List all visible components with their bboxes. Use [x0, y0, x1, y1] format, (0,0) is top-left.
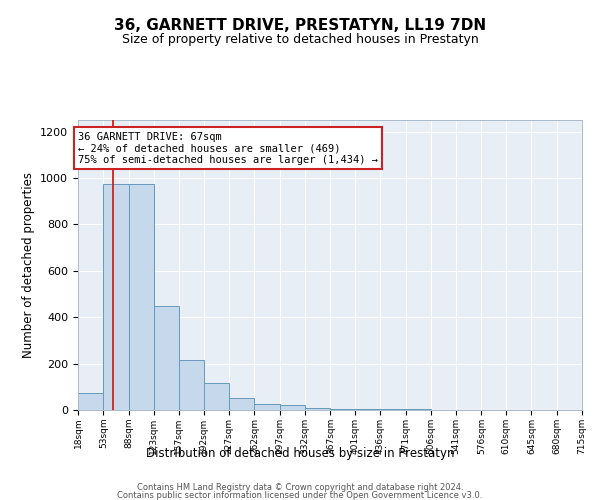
Text: Distribution of detached houses by size in Prestatyn: Distribution of detached houses by size … — [146, 448, 454, 460]
Bar — [280, 406, 305, 410]
Bar — [154, 306, 179, 410]
Text: Contains HM Land Registry data © Crown copyright and database right 2024.: Contains HM Land Registry data © Crown c… — [137, 482, 463, 492]
Bar — [229, 398, 254, 410]
Bar — [331, 409, 355, 410]
Text: Contains public sector information licensed under the Open Government Licence v3: Contains public sector information licen… — [118, 491, 482, 500]
Y-axis label: Number of detached properties: Number of detached properties — [22, 172, 35, 358]
Text: Size of property relative to detached houses in Prestatyn: Size of property relative to detached ho… — [122, 32, 478, 46]
Text: 36, GARNETT DRIVE, PRESTATYN, LL19 7DN: 36, GARNETT DRIVE, PRESTATYN, LL19 7DN — [114, 18, 486, 32]
Bar — [204, 384, 229, 410]
Bar — [179, 360, 204, 410]
Bar — [254, 404, 280, 410]
Bar — [103, 184, 128, 410]
Bar — [380, 409, 406, 410]
Bar — [128, 184, 154, 410]
Bar — [78, 392, 103, 410]
Text: 36 GARNETT DRIVE: 67sqm
← 24% of detached houses are smaller (469)
75% of semi-d: 36 GARNETT DRIVE: 67sqm ← 24% of detache… — [78, 132, 378, 165]
Bar — [305, 408, 331, 410]
Bar — [355, 409, 380, 410]
